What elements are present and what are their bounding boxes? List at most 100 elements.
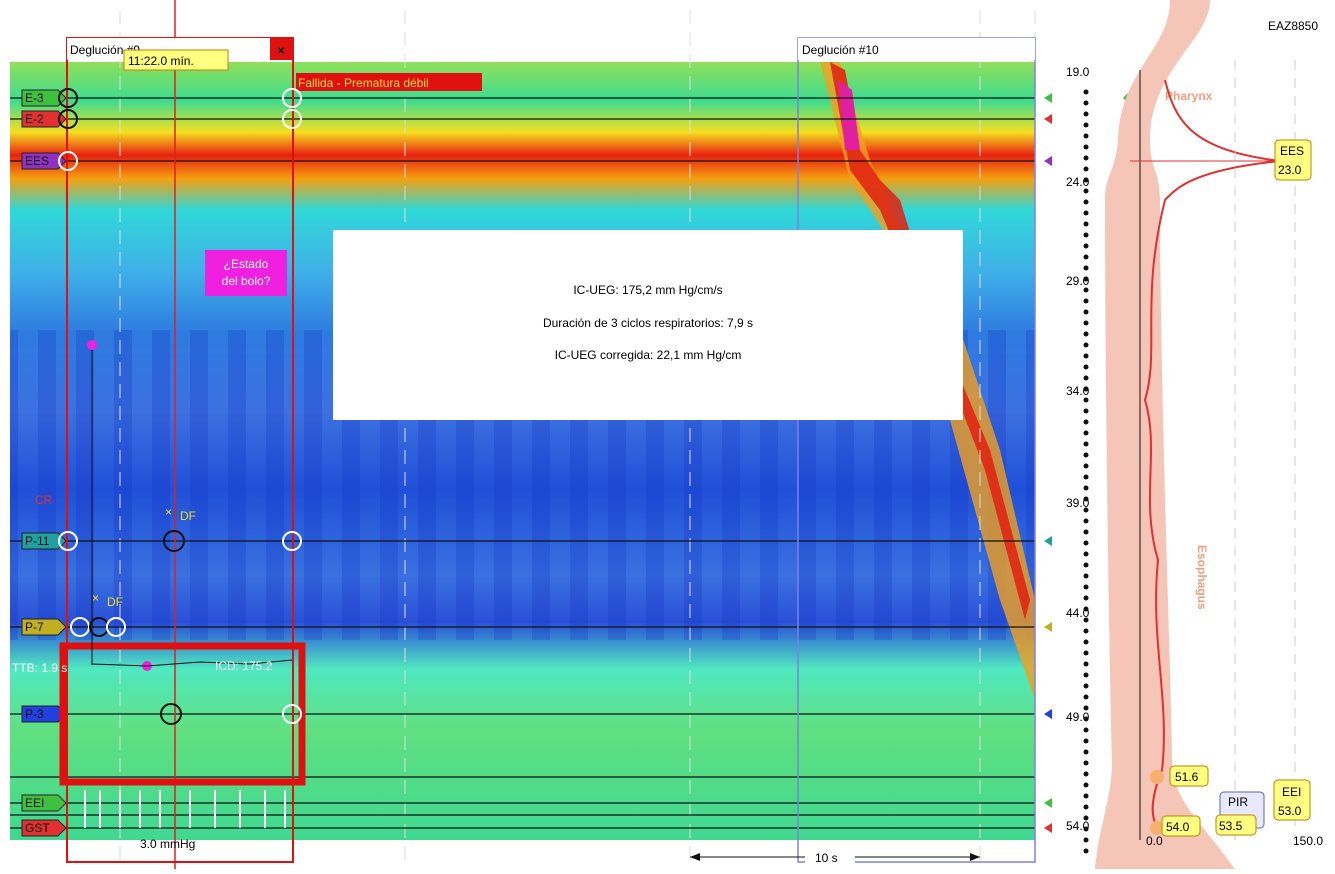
eei-ticks xyxy=(84,790,286,828)
ees-badge xyxy=(1274,139,1312,181)
sensor-dot xyxy=(1083,298,1089,304)
sensor-dot xyxy=(1083,573,1089,579)
x-min: 0.0 xyxy=(1146,834,1163,848)
profile-point xyxy=(1150,770,1164,784)
badge xyxy=(1215,814,1257,836)
sensor-dot xyxy=(1083,188,1089,194)
marker-label: EEI xyxy=(25,796,44,810)
sensor-lines xyxy=(10,97,1035,829)
depth-label: 24.0 xyxy=(1066,175,1090,189)
sensor-dot xyxy=(1083,89,1089,95)
marker-arrow xyxy=(1044,709,1052,719)
sensor-dot xyxy=(1083,144,1089,150)
sensor-dot xyxy=(1083,364,1089,370)
sensor-dot xyxy=(1083,793,1089,799)
sensor-dot xyxy=(1083,672,1089,678)
eei-badge xyxy=(1273,779,1311,821)
mark-2: 54.0 xyxy=(1166,820,1190,834)
classification: Fallida - Prematura débil xyxy=(298,76,429,90)
sensor-dot xyxy=(1083,452,1089,458)
sensor-dot xyxy=(1083,155,1089,161)
sensor-dot xyxy=(1083,540,1089,546)
sensor-dot xyxy=(1083,815,1089,821)
sensor-dot xyxy=(1083,617,1089,623)
time-scale: 10 s xyxy=(815,851,838,865)
marker-arrow xyxy=(1044,536,1052,546)
sensor-dot xyxy=(1083,496,1089,502)
depth-label: 19.0 xyxy=(1066,65,1090,79)
profile-point xyxy=(1150,821,1164,835)
sensor-dot xyxy=(1083,551,1089,557)
sensor-dot xyxy=(1083,639,1089,645)
bolus-question: ¿Estado del bolo? xyxy=(222,257,271,288)
sensor-dot xyxy=(1083,342,1089,348)
sensor-dot xyxy=(1083,837,1089,843)
marker-tag xyxy=(21,110,67,128)
sensor-dot xyxy=(1083,386,1089,392)
marker-arrow xyxy=(1044,93,1052,103)
sensor-dot xyxy=(1083,320,1089,326)
swallow-wave xyxy=(820,62,1035,700)
sensor-dot xyxy=(1083,353,1089,359)
marker-tag xyxy=(21,532,67,550)
sensor-dot xyxy=(1083,276,1089,282)
marker-arrow xyxy=(1044,823,1052,833)
sensor-dot xyxy=(1083,111,1089,117)
ees-label: EES xyxy=(1280,144,1304,158)
marker-label: P-7 xyxy=(25,620,44,634)
patient-id: EAZ8850 xyxy=(1268,19,1318,33)
sensor-dot xyxy=(1083,166,1089,172)
info-line: IC-UEG corregida: 22,1 mm Hg/cm xyxy=(555,348,742,362)
classification-badge xyxy=(296,73,482,91)
sensor-dot xyxy=(1083,287,1089,293)
esophagus-shape xyxy=(1062,0,1235,869)
df-label: DF xyxy=(107,595,123,609)
marker-label: P-11 xyxy=(25,534,50,548)
sensor-dot xyxy=(1083,485,1089,491)
sensor-dot xyxy=(1083,507,1089,513)
sensor-dot xyxy=(1083,243,1089,249)
sensor-dot xyxy=(1083,595,1089,601)
sensor-dot xyxy=(1083,441,1089,447)
ttb-point xyxy=(87,340,97,350)
close-button[interactable] xyxy=(270,38,293,60)
df-marker: × xyxy=(92,591,99,605)
pir-label: PIR xyxy=(1228,795,1248,809)
df-marker: × xyxy=(165,505,172,519)
swallow-wave-core xyxy=(830,62,1030,620)
marker-arrow xyxy=(1044,156,1052,166)
marker-tag xyxy=(21,89,67,107)
eei-value: 53.0 xyxy=(1278,804,1302,818)
sensor-dot xyxy=(1083,419,1089,425)
marker-tag xyxy=(21,152,67,170)
df-label: DF xyxy=(180,509,196,523)
marker-label: CR xyxy=(35,493,53,507)
sensor-dot xyxy=(1083,628,1089,634)
sensor-dot xyxy=(1083,331,1089,337)
eei-label: EEI xyxy=(1282,785,1301,799)
sensor-dot xyxy=(1083,463,1089,469)
info-line: Duración de 3 ciclos respiratorios: 7,9 … xyxy=(543,316,753,330)
sensor-dot xyxy=(1083,562,1089,568)
sensor-dot xyxy=(1083,650,1089,656)
sensor-dot xyxy=(1083,661,1089,667)
sensor-dot xyxy=(1083,749,1089,755)
contour-markers xyxy=(58,88,302,725)
info-line: IC-UEG: 175,2 mm Hg/cm/s xyxy=(573,283,722,297)
sensor-dot xyxy=(1083,100,1089,106)
sensor-dot xyxy=(1083,210,1089,216)
marker-label: GST xyxy=(25,821,50,835)
esophagus-label: Esophagus xyxy=(1195,545,1209,610)
marker-arrow xyxy=(1044,798,1052,808)
time-scale-bg xyxy=(805,848,855,866)
sensor-dot xyxy=(1083,232,1089,238)
marker-arrow xyxy=(1044,622,1052,632)
swallow-10-header xyxy=(798,38,1035,60)
mark-1: 51.6 xyxy=(1175,770,1199,784)
sensor-dot xyxy=(1083,133,1089,139)
depth-label: 34.0 xyxy=(1066,384,1090,398)
swallow-10-title: Deglución #10 xyxy=(802,43,879,57)
marker-label: E-2 xyxy=(25,112,44,126)
impedance-trace xyxy=(91,659,293,667)
